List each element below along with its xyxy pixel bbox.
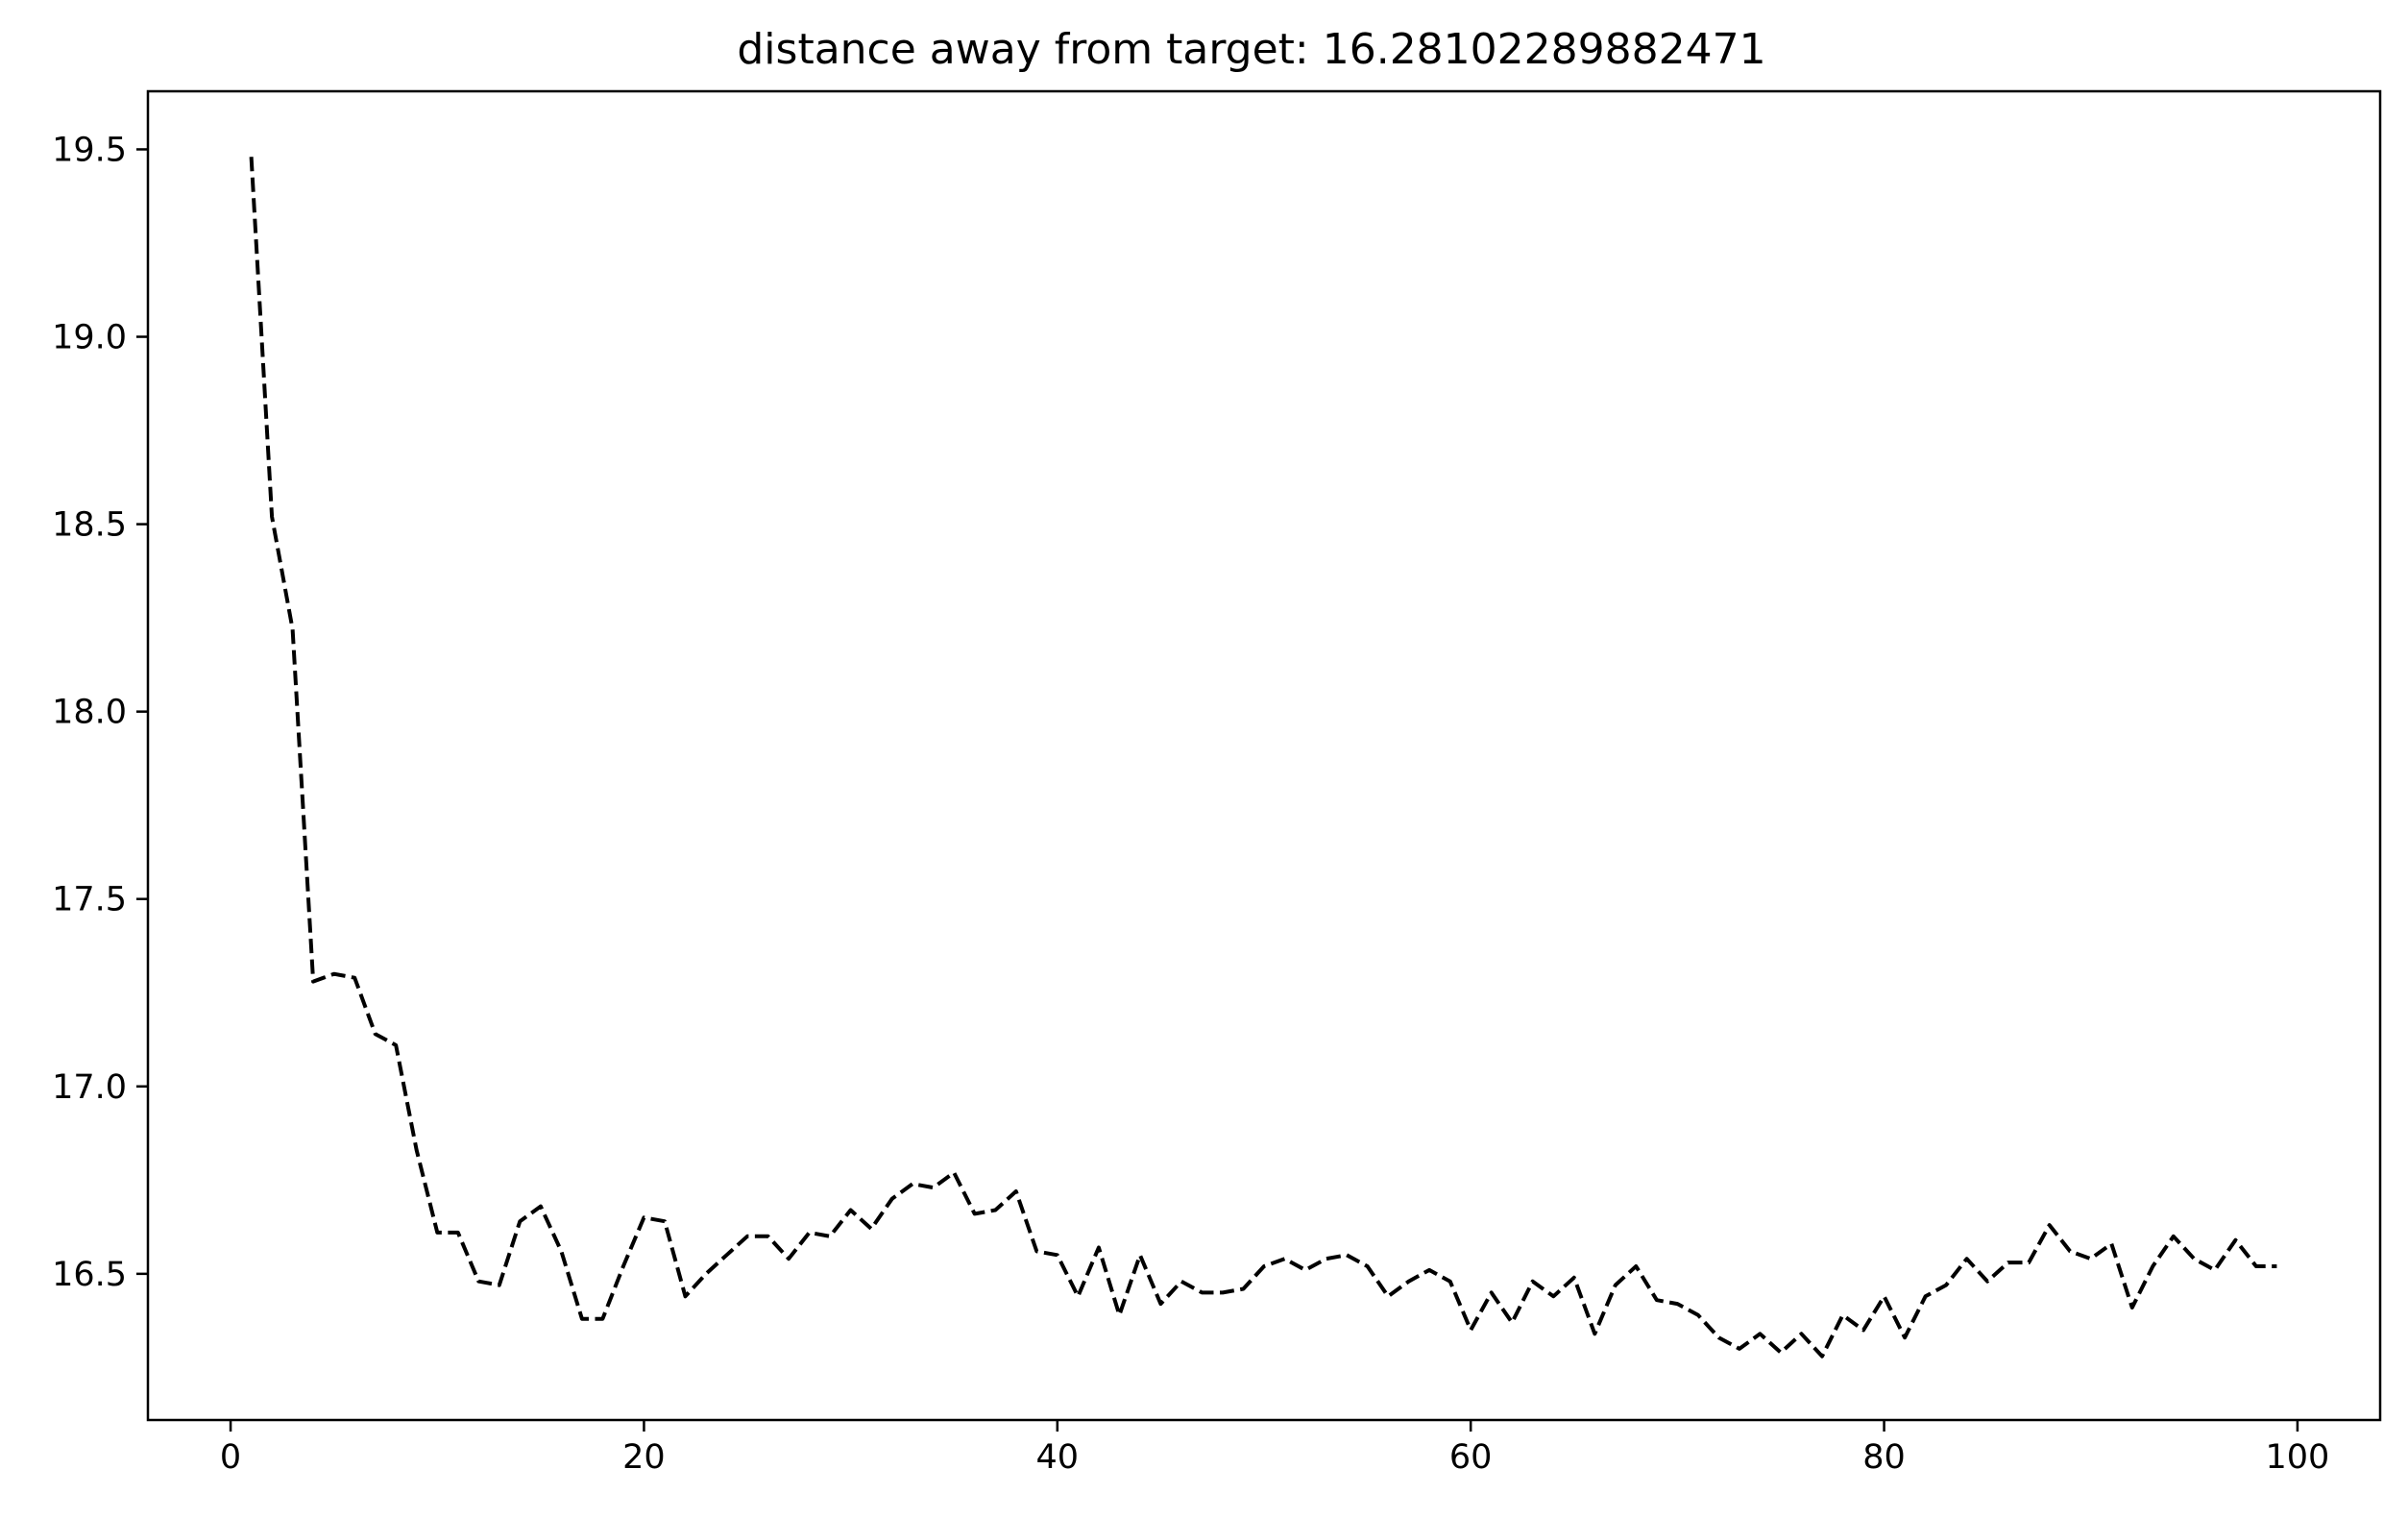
x-tick-label: 80 [1862,1438,1906,1477]
y-tick-label: 16.5 [52,1256,127,1294]
series-line-0 [249,157,2277,1359]
y-tick-label: 19.5 [52,131,127,169]
y-tick-label: 18.0 [52,694,127,732]
y-axis: 16.5 17.0 17.5 18.0 18.5 19.0 19.5 [52,131,148,1294]
y-tick-label: 17.0 [52,1068,127,1107]
plot-series-group [249,157,2277,1359]
x-axis: 0 20 40 60 80 100 [220,1420,2329,1477]
x-tick-label: 100 [2266,1438,2330,1477]
plot-area-frame [146,89,2382,1422]
x-tick-label: 40 [1036,1438,1080,1477]
chart-title: distance away from target: 16.2810228988… [737,25,1765,74]
y-tick-label: 19.0 [52,319,127,357]
y-tick-label: 17.5 [52,881,127,919]
y-tick-label: 18.5 [52,506,127,545]
x-tick-label: 20 [622,1438,666,1477]
x-tick-label: 0 [220,1438,241,1477]
x-tick-label: 60 [1449,1438,1493,1477]
